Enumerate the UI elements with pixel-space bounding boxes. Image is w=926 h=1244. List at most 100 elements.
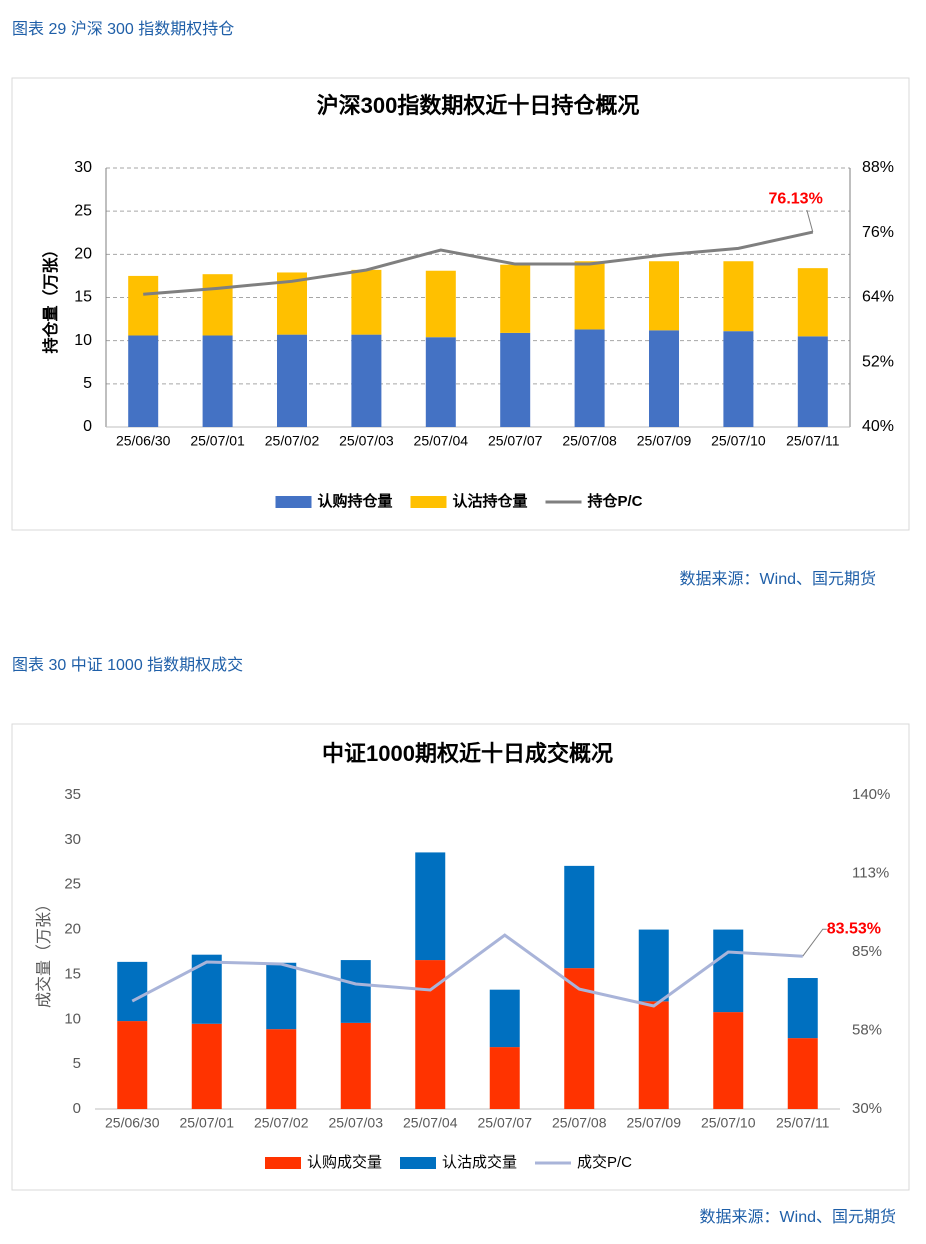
bar <box>351 269 382 335</box>
y2-tick-label: 52% <box>862 353 894 370</box>
leader-line <box>802 928 827 957</box>
bar <box>500 264 531 333</box>
x-tick-label: 25/06/30 <box>116 433 171 449</box>
legend-label: 认购成交量 <box>307 1153 382 1171</box>
y-tick-label: 25 <box>64 876 81 893</box>
x-tick-label: 25/06/30 <box>105 1115 160 1131</box>
x-tick-label: 25/07/07 <box>478 1115 533 1131</box>
bar <box>202 335 233 427</box>
y2-tick-label: 30% <box>852 1100 882 1117</box>
x-tick-label: 25/07/11 <box>776 1115 830 1131</box>
bar <box>266 1029 297 1109</box>
bar <box>117 961 148 1022</box>
bar <box>574 329 605 427</box>
x-tick-label: 25/07/04 <box>414 433 469 449</box>
bar <box>266 962 297 1030</box>
bar <box>787 1038 818 1109</box>
line <box>143 230 814 296</box>
x-tick-label: 25/07/03 <box>329 1115 384 1131</box>
bar <box>564 865 595 969</box>
line <box>131 933 803 1008</box>
x-tick-label: 25/07/01 <box>180 1115 235 1131</box>
legend-swatch <box>410 496 447 508</box>
y-tick-label: 35 <box>64 786 81 803</box>
x-tick-label: 25/07/02 <box>254 1115 309 1131</box>
legend-label: 成交P/C <box>577 1153 632 1171</box>
bar <box>202 274 233 336</box>
y-tick-label: 20 <box>64 921 81 938</box>
legend-swatch <box>275 496 312 508</box>
x-tick-label: 25/07/08 <box>562 433 617 449</box>
bar <box>489 1047 520 1109</box>
bar <box>425 270 456 338</box>
x-tick-label: 25/07/02 <box>265 433 320 449</box>
data-label: 83.53% <box>827 920 881 937</box>
bar <box>574 261 605 330</box>
x-tick-label: 25/07/03 <box>339 433 394 449</box>
y-tick-label: 0 <box>73 1100 81 1117</box>
x-tick-label: 25/07/10 <box>701 1115 756 1131</box>
x-tick-label: 25/07/09 <box>637 433 692 449</box>
bar <box>649 261 679 331</box>
y-tick-label: 5 <box>73 1055 81 1072</box>
y2-tick-label: 64% <box>862 289 894 306</box>
y-tick-label: 20 <box>74 246 92 263</box>
x-tick-label: 25/07/07 <box>488 433 543 449</box>
leader-line <box>806 209 814 233</box>
chart-title: 中证1000期权近十日成交概况 <box>322 741 613 766</box>
legend-swatch <box>400 1157 436 1169</box>
chart-frame <box>11 77 910 531</box>
bar <box>797 268 828 337</box>
bar <box>351 334 382 427</box>
figure-caption: 图表 29 沪深 300 指数期权持仓 <box>12 20 234 38</box>
bar <box>415 852 446 961</box>
y-tick-label: 10 <box>64 1010 81 1027</box>
legend-label: 认购持仓量 <box>318 492 393 510</box>
x-tick-label: 25/07/11 <box>786 433 840 449</box>
bar <box>128 335 159 427</box>
bar <box>128 275 159 336</box>
y-tick-label: 30 <box>74 159 92 176</box>
y-tick-label: 0 <box>83 418 92 435</box>
y-axis-title: 持仓量（万张） <box>41 241 60 353</box>
y-tick-label: 25 <box>74 202 92 219</box>
bar <box>277 334 307 427</box>
legend-swatch <box>265 1157 301 1169</box>
bar <box>649 330 679 427</box>
y2-tick-label: 140% <box>852 786 890 803</box>
bar <box>723 261 754 332</box>
bar <box>415 960 446 1109</box>
bar <box>500 332 531 427</box>
y-tick-label: 15 <box>64 965 81 982</box>
x-tick-label: 25/07/04 <box>403 1115 458 1131</box>
y-tick-label: 30 <box>64 831 81 848</box>
data-label: 76.13% <box>769 190 823 207</box>
y-tick-label: 15 <box>74 289 92 306</box>
x-tick-label: 25/07/01 <box>190 433 245 449</box>
bar <box>723 331 754 427</box>
bar <box>191 954 222 1024</box>
y-tick-label: 5 <box>83 375 92 392</box>
source-note: 数据来源：Wind、国元期货 <box>700 1208 896 1226</box>
legend-label: 认沽成交量 <box>442 1153 517 1171</box>
x-tick-label: 25/07/08 <box>552 1115 607 1131</box>
bar <box>713 1012 744 1109</box>
bar <box>787 978 818 1039</box>
y-axis-title: 成交量（万张） <box>35 896 53 1008</box>
bar <box>340 960 371 1023</box>
source-note: 数据来源：Wind、国元期货 <box>680 570 876 588</box>
y2-tick-label: 88% <box>862 159 894 176</box>
bar <box>713 929 744 1013</box>
y2-tick-label: 76% <box>862 224 894 241</box>
x-tick-label: 25/07/09 <box>627 1115 682 1131</box>
y2-tick-label: 85% <box>852 943 882 960</box>
legend-label: 认沽持仓量 <box>453 492 528 510</box>
bar <box>340 1022 371 1109</box>
bar <box>425 337 456 427</box>
bar <box>489 989 520 1048</box>
y2-tick-label: 58% <box>852 1021 882 1038</box>
bar <box>638 929 669 1002</box>
chart-title: 沪深300指数期权近十日持仓概况 <box>317 93 640 118</box>
